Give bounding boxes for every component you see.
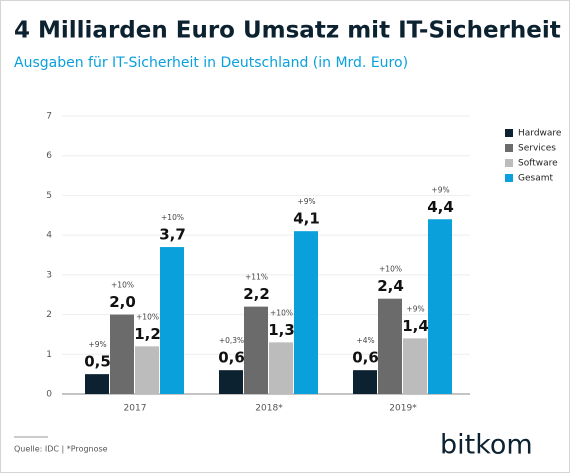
bar — [85, 374, 109, 394]
growth-label: +11% — [245, 273, 268, 282]
value-label: 2,4 — [377, 277, 404, 295]
legend-swatch — [505, 174, 513, 182]
bar — [378, 298, 402, 394]
value-label: 0,6 — [352, 349, 379, 367]
logo: bitkom — [440, 430, 533, 461]
growth-label: +10% — [111, 281, 134, 290]
growth-label: +9% — [406, 304, 424, 313]
growth-label: +9% — [88, 340, 106, 349]
y-tick-label: 1 — [46, 350, 52, 360]
value-label: 2,0 — [109, 293, 136, 311]
value-label: 4,4 — [427, 198, 454, 216]
bar — [403, 338, 427, 394]
value-label: 3,7 — [159, 226, 186, 244]
legend-label: Services — [518, 144, 556, 154]
growth-label: +10% — [379, 265, 402, 274]
bar — [244, 306, 268, 394]
chart-subtitle: Ausgaben für IT-Sicherheit in Deutschlan… — [14, 55, 408, 71]
value-label: 1,2 — [134, 325, 161, 343]
growth-label: +10% — [161, 213, 184, 222]
y-tick-label: 5 — [46, 191, 52, 201]
y-tick-label: 3 — [46, 270, 52, 280]
x-tick-label: 2018* — [255, 404, 283, 414]
legend-swatch — [505, 159, 513, 167]
value-label: 2,2 — [243, 285, 270, 303]
bar — [219, 370, 243, 394]
bar — [135, 346, 159, 394]
legend-label: Gesamt — [518, 174, 553, 184]
y-tick-label: 7 — [46, 112, 52, 122]
bar — [294, 231, 318, 394]
growth-label: +4% — [356, 336, 374, 345]
source: Quelle: IDC | *Prognose — [14, 445, 108, 454]
y-tick-label: 4 — [46, 231, 52, 241]
growth-label: +10% — [136, 312, 159, 321]
growth-label: +0,3% — [219, 336, 244, 345]
bar — [353, 370, 377, 394]
growth-label: +9% — [431, 185, 449, 194]
value-label: 0,5 — [84, 353, 111, 371]
value-label: 0,6 — [218, 349, 245, 367]
bar — [269, 342, 293, 394]
x-tick-label: 2019* — [389, 404, 417, 414]
value-label: 4,1 — [293, 210, 320, 228]
x-tick-label: 2017 — [124, 404, 147, 414]
growth-label: +9% — [297, 197, 315, 206]
y-tick-label: 2 — [46, 310, 52, 320]
bar — [160, 247, 184, 394]
legend-label: Hardware — [518, 129, 562, 139]
growth-label: +10% — [270, 308, 293, 317]
y-tick-label: 6 — [46, 151, 52, 161]
legend-swatch — [505, 129, 513, 137]
value-label: 1,3 — [268, 321, 295, 339]
legend-label: Software — [518, 159, 558, 169]
bar — [110, 314, 134, 394]
y-tick-label: 0 — [46, 390, 52, 400]
bar — [428, 219, 452, 394]
legend-swatch — [505, 144, 513, 152]
chart-title: 4 Milliarden Euro Umsatz mit IT-Sicherhe… — [14, 18, 561, 44]
value-label: 1,4 — [402, 317, 429, 335]
